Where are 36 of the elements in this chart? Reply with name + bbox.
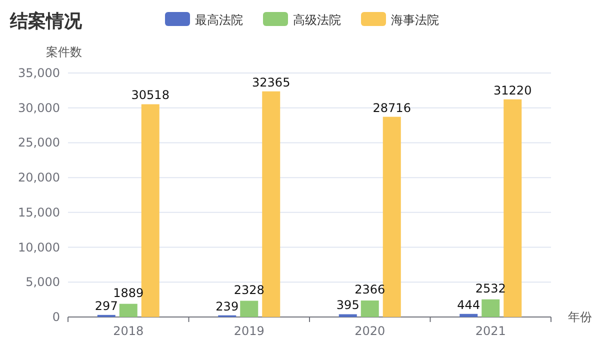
legend-label: 海事法院	[391, 13, 439, 27]
bar	[504, 99, 522, 317]
data-label: 28716	[372, 100, 411, 115]
x-tick-label: 2019	[234, 324, 264, 338]
data-label: 297	[94, 298, 118, 313]
data-label: 31220	[494, 83, 532, 98]
y-axis-title: 案件数	[46, 45, 82, 59]
y-tick-label: 10,000	[18, 240, 60, 254]
bar	[460, 314, 478, 317]
data-label: 444	[457, 298, 480, 312]
data-label: 395	[336, 298, 360, 312]
x-tick-label: 2021	[475, 324, 506, 338]
y-tick-label: 20,000	[18, 170, 60, 185]
x-tick-label: 2018	[113, 324, 144, 338]
bar	[119, 304, 138, 317]
bar	[360, 300, 379, 317]
data-label: 32365	[252, 75, 290, 90]
y-tick-label: 30,000	[18, 100, 60, 115]
bar	[482, 299, 500, 317]
y-tick-label: 25,000	[18, 136, 60, 150]
data-label: 30518	[131, 88, 170, 102]
bar	[262, 91, 280, 317]
chart-title: 结案情况	[9, 11, 83, 32]
bar	[338, 314, 357, 317]
bar	[141, 104, 160, 317]
legend-label: 最高法院	[195, 13, 243, 27]
y-tick-label: 15,000	[18, 205, 60, 220]
x-tick-label: 2020	[354, 324, 386, 338]
y-tick-label: 0	[52, 310, 60, 324]
x-axis-title: 年份	[568, 310, 592, 324]
legend-label: 高级法院	[293, 13, 341, 27]
y-tick-label: 35,000	[18, 66, 60, 80]
y-tick-label: 5,000	[26, 275, 60, 290]
bar	[382, 116, 401, 317]
data-label: 239	[216, 299, 239, 314]
bar	[240, 300, 258, 317]
